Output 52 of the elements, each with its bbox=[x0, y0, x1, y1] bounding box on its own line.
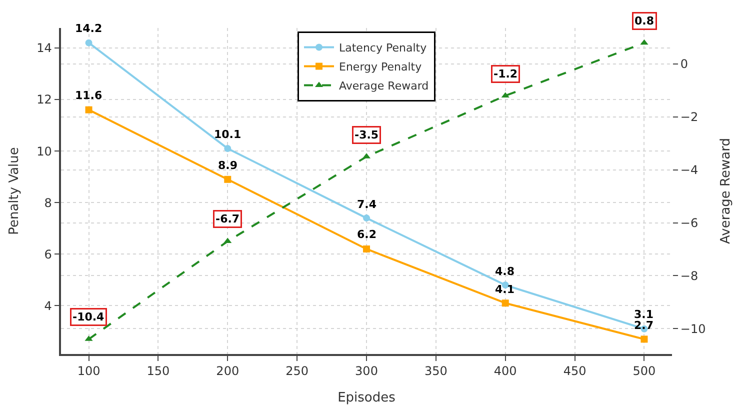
data-label: 14.2 bbox=[75, 22, 102, 35]
y2-tick-label: −4 bbox=[680, 163, 698, 178]
legend-label: Latency Penalty bbox=[339, 42, 428, 55]
x-tick-label: 500 bbox=[632, 364, 656, 378]
x-tick-label: 350 bbox=[424, 364, 448, 378]
point bbox=[640, 336, 648, 343]
point bbox=[363, 245, 370, 252]
point bbox=[224, 144, 232, 152]
y-tick-label: 4 bbox=[44, 298, 52, 313]
data-label: 7.4 bbox=[357, 198, 377, 211]
point bbox=[363, 214, 370, 222]
point bbox=[224, 238, 232, 244]
x-tick-label: 400 bbox=[494, 364, 517, 378]
y2-tick-label: −8 bbox=[680, 268, 698, 283]
data-label: -10.4 bbox=[72, 310, 105, 324]
point bbox=[502, 300, 509, 307]
point bbox=[640, 39, 648, 45]
point bbox=[85, 106, 92, 114]
legend-label: Energy Penalty bbox=[339, 60, 422, 74]
y2-tick-label: 0 bbox=[680, 57, 688, 72]
x-tick-label: 150 bbox=[146, 364, 170, 378]
legend-label: Average Reward bbox=[339, 80, 429, 93]
data-label: 6.2 bbox=[357, 228, 376, 241]
y-tick-label: 6 bbox=[44, 247, 52, 262]
data-label: -1.2 bbox=[494, 68, 518, 80]
y2-tick-label: −6 bbox=[680, 216, 698, 230]
data-label: 8.9 bbox=[218, 159, 238, 172]
point bbox=[85, 39, 92, 46]
data-label: 4.8 bbox=[495, 265, 514, 278]
data-label: 11.6 bbox=[75, 89, 102, 102]
data-label: 10.1 bbox=[214, 128, 242, 141]
y-tick-label: 10 bbox=[36, 144, 52, 158]
point bbox=[224, 176, 232, 183]
data-label: -3.5 bbox=[354, 128, 379, 142]
data-label: 0.8 bbox=[634, 14, 654, 28]
y-tick-label: 8 bbox=[44, 196, 52, 210]
x-tick-label: 300 bbox=[355, 364, 378, 378]
y-tick-label: 14 bbox=[36, 41, 52, 56]
data-label: 3.1 bbox=[634, 308, 654, 321]
y-tick-label: 12 bbox=[36, 92, 52, 107]
x-tick-label: 200 bbox=[216, 364, 240, 378]
y2-tick-label: −10 bbox=[680, 322, 706, 336]
y2-tick-label: −2 bbox=[680, 110, 698, 124]
data-label: 2.7 bbox=[634, 319, 654, 332]
data-label: 4.1 bbox=[495, 283, 514, 296]
x-tick-label: 250 bbox=[286, 364, 309, 378]
x-axis-title: Episodes bbox=[338, 390, 396, 406]
y-axis-title: Penalty Value bbox=[7, 147, 22, 235]
x-tick-label: 450 bbox=[563, 364, 586, 378]
x-tick-label: 100 bbox=[77, 364, 100, 378]
y2-axis-title: Average Reward bbox=[718, 138, 734, 244]
data-label: -6.7 bbox=[216, 212, 240, 226]
